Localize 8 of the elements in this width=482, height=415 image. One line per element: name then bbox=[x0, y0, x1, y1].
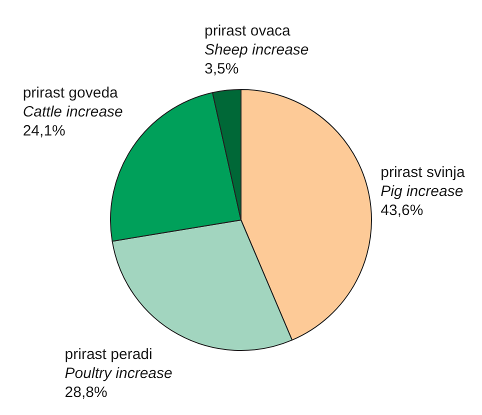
slice-label: prirast goveda Cattle increase bbox=[22, 84, 123, 120]
data-label: 43,6% bbox=[380, 202, 424, 220]
slice-label: prirast peradi Poultry increase bbox=[64, 346, 172, 382]
data-label: 3,5% bbox=[204, 60, 239, 78]
slice-label: prirast svinja Pig increase bbox=[380, 164, 466, 200]
data-label: 24,1% bbox=[22, 122, 66, 140]
data-label: 28,8% bbox=[64, 384, 108, 401]
slice-label: prirast ovaca Sheep increase bbox=[204, 22, 309, 58]
